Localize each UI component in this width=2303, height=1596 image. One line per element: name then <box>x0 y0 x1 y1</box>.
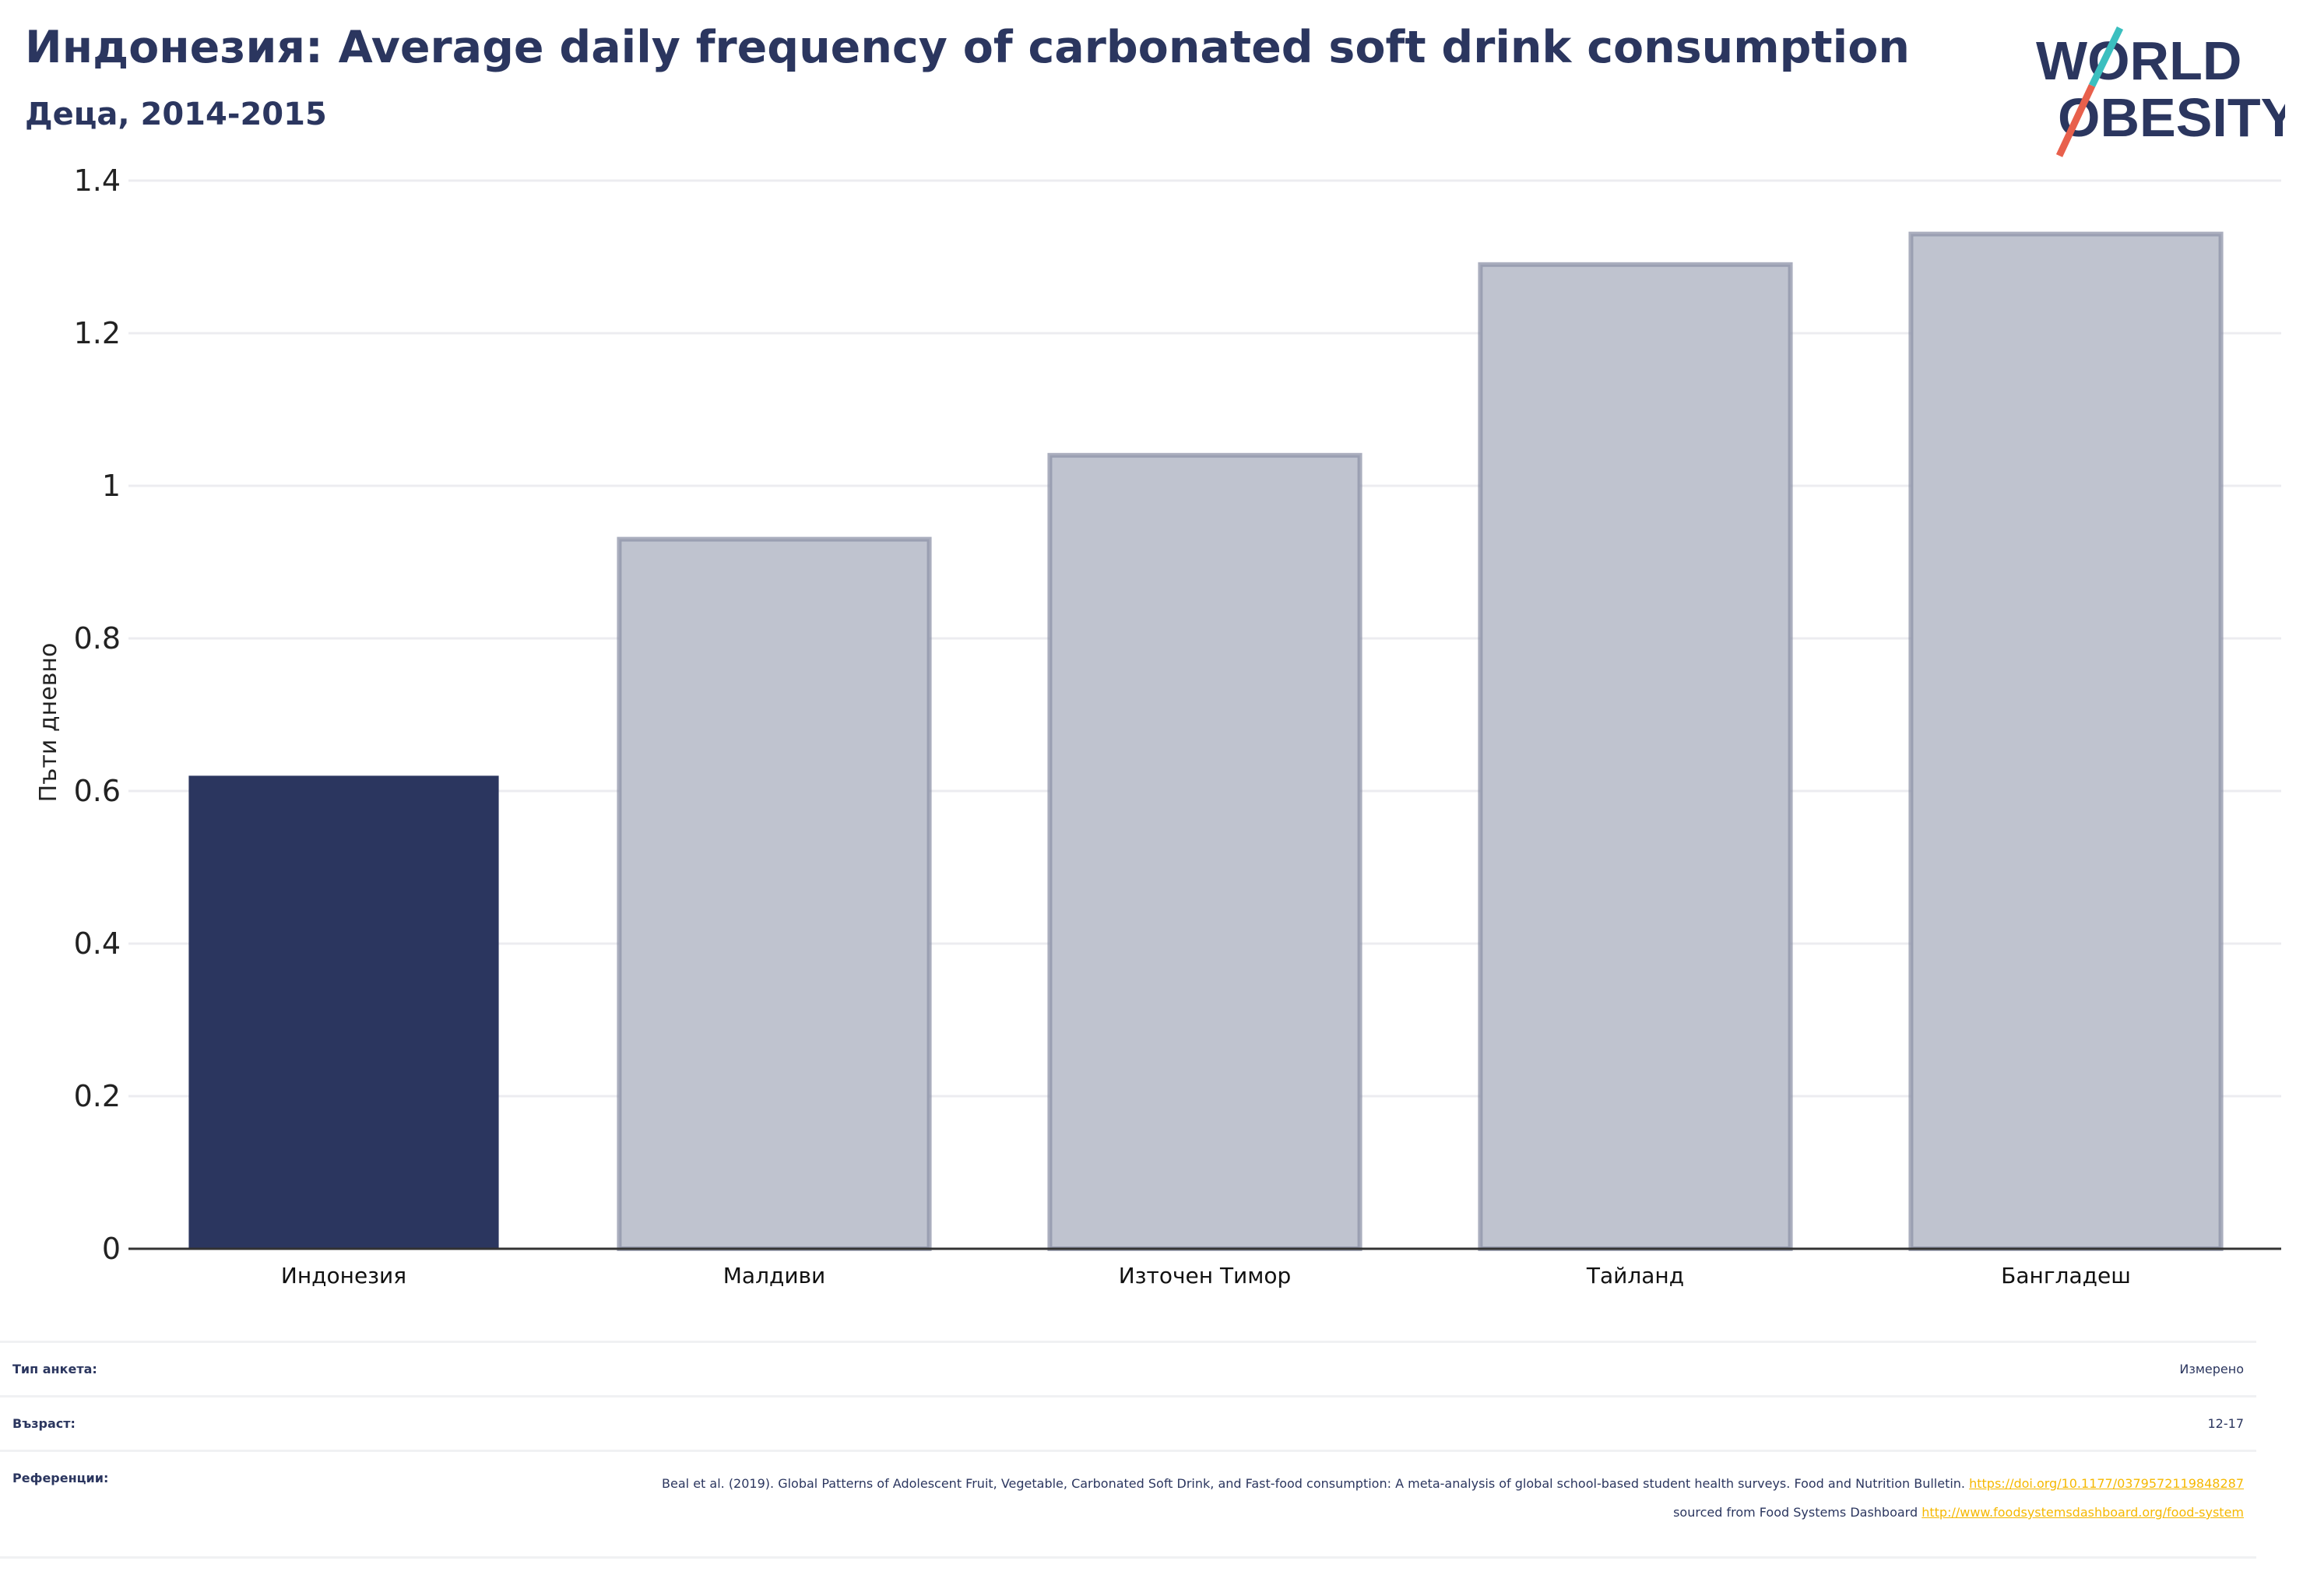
y-axis-label: Пъти дневно <box>35 643 62 803</box>
logo-line1: WORLD <box>2036 30 2241 91</box>
y-tick-label: 0.6 <box>74 774 121 808</box>
references-value: Beal et al. (2019). Global Patterns of A… <box>640 1469 2244 1527</box>
chart-title: Индонезия: Average daily frequency of ca… <box>25 22 1910 73</box>
bar-chart: 0 0.2 0.4 0.6 0.8 1 1.2 1.4 Пъти дневно Индонезия… <box>35 163 2281 1288</box>
references-text-1: Beal et al. (2019). Global Patterns of A… <box>662 1476 1966 1491</box>
bar-4 <box>1478 262 1793 1251</box>
age-label: Възраст: <box>12 1416 76 1431</box>
y-tick-label: 1 <box>102 469 121 503</box>
x-tick-label: Източен Тимор <box>1119 1263 1292 1288</box>
x-tick-label: Индонезия <box>281 1263 406 1288</box>
bar-5 <box>1908 231 2224 1252</box>
info-row-survey-type: Тип анкета: Измерено <box>0 1341 2256 1397</box>
references-dashboard-link[interactable]: http://www.foodsystemsdashboard.org/food… <box>1922 1505 2244 1520</box>
info-row-age: Възраст: 12-17 <box>0 1395 2256 1452</box>
y-tick-label: 0.2 <box>74 1079 121 1113</box>
x-tick-label: Тайланд <box>1586 1263 1684 1288</box>
x-tick-label: Бангладеш <box>2001 1263 2131 1288</box>
age-value: 12-17 <box>2207 1416 2245 1431</box>
survey-type-label: Тип анкета: <box>12 1362 97 1376</box>
logo-slash-top <box>2088 26 2124 87</box>
world-obesity-logo: WORLD OBESITY <box>2036 26 2285 157</box>
logo-line2: OBESITY <box>2058 87 2285 148</box>
references-text-2: sourced from Food Systems Dashboard <box>1673 1505 1918 1520</box>
y-tick-label: 0 <box>102 1232 121 1266</box>
bar-3 <box>1047 452 1362 1251</box>
y-tick-label: 1.2 <box>74 316 121 350</box>
info-row-references: Референции: Beal et al. (2019). Global P… <box>0 1450 2256 1559</box>
y-tick-label: 0.8 <box>74 621 121 656</box>
x-tick-label: Малдиви <box>723 1263 825 1288</box>
y-tick-label: 1.4 <box>74 163 121 198</box>
references-label: Референции: <box>12 1471 109 1485</box>
references-doi-link[interactable]: https://doi.org/10.1177/0379572119848287 <box>1969 1476 2244 1491</box>
survey-type-value: Измерено <box>2179 1362 2244 1376</box>
bar-2 <box>617 536 932 1251</box>
bar-1 <box>188 775 499 1249</box>
y-tick-label: 0.4 <box>74 926 121 961</box>
chart-subtitle: Деца, 2014-2015 <box>25 97 327 132</box>
logo-slash-bottom <box>2055 84 2096 157</box>
